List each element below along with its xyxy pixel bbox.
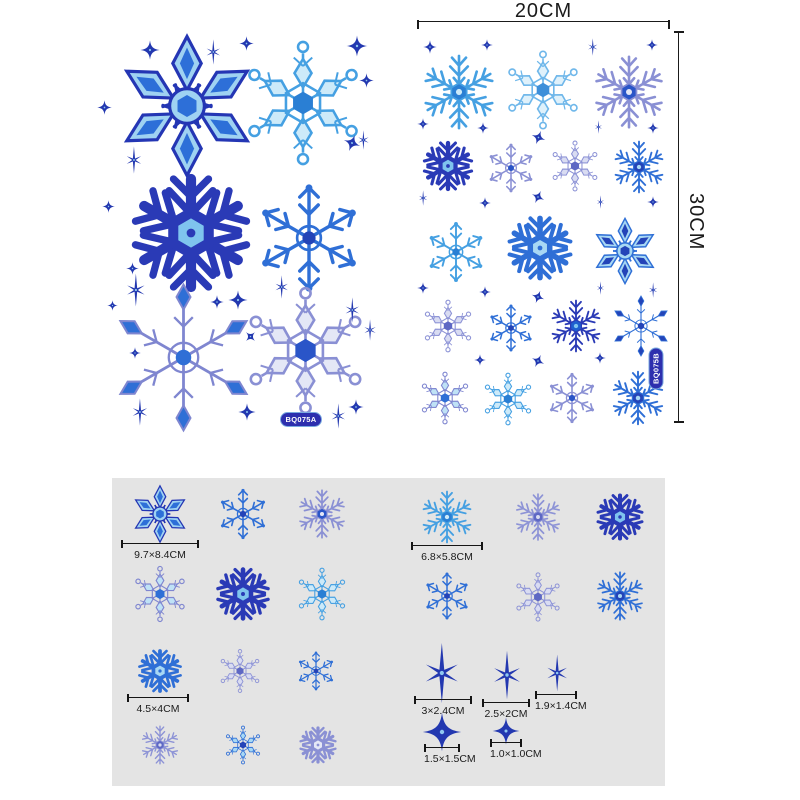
star-sticker bbox=[423, 40, 437, 54]
star-sticker bbox=[422, 712, 462, 752]
star-sticker bbox=[587, 38, 599, 56]
star-sticker bbox=[481, 39, 493, 51]
snowflake-sticker bbox=[482, 299, 540, 357]
sheet-b-code-badge: BQ075B bbox=[648, 347, 664, 390]
snowflake-sticker bbox=[500, 208, 580, 288]
star-sticker bbox=[491, 650, 523, 700]
size-label: 2.5×2CM bbox=[484, 708, 528, 720]
snowflake-sticker bbox=[293, 485, 351, 543]
size-label: 1.5×1.5CM bbox=[424, 753, 476, 765]
star-sticker bbox=[417, 118, 429, 130]
snowflake-sticker bbox=[292, 647, 340, 695]
snowflake-sticker bbox=[137, 722, 183, 768]
size-measure: 4.5×4CM bbox=[127, 693, 189, 715]
snowflake-sticker bbox=[498, 45, 588, 135]
snowflake-sticker bbox=[609, 294, 673, 358]
snowflake-sticker bbox=[221, 723, 265, 767]
snowflake-sticker bbox=[212, 483, 274, 545]
star-sticker bbox=[647, 122, 659, 134]
snowflake-sticker bbox=[295, 722, 341, 768]
snowflake-sticker bbox=[215, 646, 265, 696]
size-measure-line bbox=[535, 690, 577, 699]
snowflake-sticker bbox=[417, 135, 479, 197]
size-measure: 1.0×1.0CM bbox=[490, 738, 542, 760]
snowflake-sticker bbox=[128, 562, 192, 626]
width-dimension-line bbox=[417, 20, 670, 30]
size-measure-line bbox=[411, 541, 483, 550]
star-sticker bbox=[422, 642, 462, 704]
size-measure: 6.8×5.8CM bbox=[411, 541, 483, 563]
snowflake-sticker bbox=[419, 215, 493, 289]
snowflake-sticker bbox=[210, 561, 276, 627]
size-measure: 1.9×1.4CM bbox=[535, 690, 587, 712]
star-sticker bbox=[479, 286, 491, 298]
star-sticker bbox=[647, 196, 659, 208]
size-measure: 2.5×2CM bbox=[482, 698, 530, 720]
size-measure-line bbox=[490, 738, 522, 747]
sheet-a-code-badge: BQ075A bbox=[280, 412, 322, 427]
snowflake-sticker bbox=[128, 482, 192, 546]
size-label: 4.5×4CM bbox=[136, 703, 180, 715]
star-sticker bbox=[417, 282, 429, 294]
snowflake-sticker bbox=[545, 295, 607, 357]
size-measure: 3×2.4CM bbox=[414, 695, 472, 717]
height-dimension-line bbox=[674, 31, 684, 423]
height-dimension-label: 30CM bbox=[685, 193, 707, 251]
size-label: 6.8×5.8CM bbox=[421, 551, 473, 563]
star-sticker bbox=[418, 190, 428, 206]
snowflake-sticker bbox=[588, 214, 662, 288]
snowflake-sticker bbox=[133, 644, 187, 698]
width-dimension-label: 20CM bbox=[514, 0, 573, 22]
size-measure-line bbox=[127, 693, 189, 702]
star-sticker bbox=[474, 354, 486, 366]
snowflake-sticker bbox=[608, 136, 670, 198]
snowflake-sticker bbox=[546, 137, 604, 195]
snowflake-sticker bbox=[292, 564, 352, 624]
snowflake-sticker bbox=[418, 296, 478, 356]
star-sticker bbox=[479, 197, 491, 209]
snowflake-sticker bbox=[591, 488, 649, 546]
snowflake-sticker bbox=[415, 368, 475, 428]
star-sticker bbox=[648, 282, 658, 298]
star-sticker bbox=[594, 352, 606, 364]
size-measure: 1.5×1.5CM bbox=[424, 743, 476, 765]
star-sticker bbox=[477, 122, 489, 134]
star-sticker bbox=[646, 39, 658, 51]
snowflake-sticker bbox=[591, 567, 649, 625]
star-sticker bbox=[545, 654, 569, 692]
size-measure-line bbox=[424, 743, 460, 752]
snowflake-sticker bbox=[541, 367, 603, 429]
star-sticker bbox=[594, 120, 603, 134]
size-label: 3×2.4CM bbox=[421, 705, 465, 717]
star-sticker bbox=[492, 717, 520, 745]
size-measure-line bbox=[482, 698, 530, 707]
snowflake-sticker bbox=[416, 486, 478, 548]
snowflake-sticker bbox=[510, 569, 566, 625]
star-sticker bbox=[596, 195, 605, 209]
size-chart-panel bbox=[112, 478, 665, 786]
size-measure-line bbox=[121, 539, 199, 548]
snowflake-sticker bbox=[481, 138, 541, 198]
star-sticker bbox=[596, 281, 605, 295]
size-measure-line bbox=[414, 695, 472, 704]
size-label: 1.9×1.4CM bbox=[535, 700, 587, 712]
width-dimension: 20CM bbox=[417, 1, 670, 30]
snowflake-sticker bbox=[510, 489, 566, 545]
size-label: 9.7×8.4CM bbox=[134, 549, 186, 561]
size-measure: 9.7×8.4CM bbox=[121, 539, 199, 561]
snowflake-sticker bbox=[478, 369, 538, 429]
size-label: 1.0×1.0CM bbox=[490, 748, 542, 760]
snowflake-sticker bbox=[418, 567, 476, 625]
